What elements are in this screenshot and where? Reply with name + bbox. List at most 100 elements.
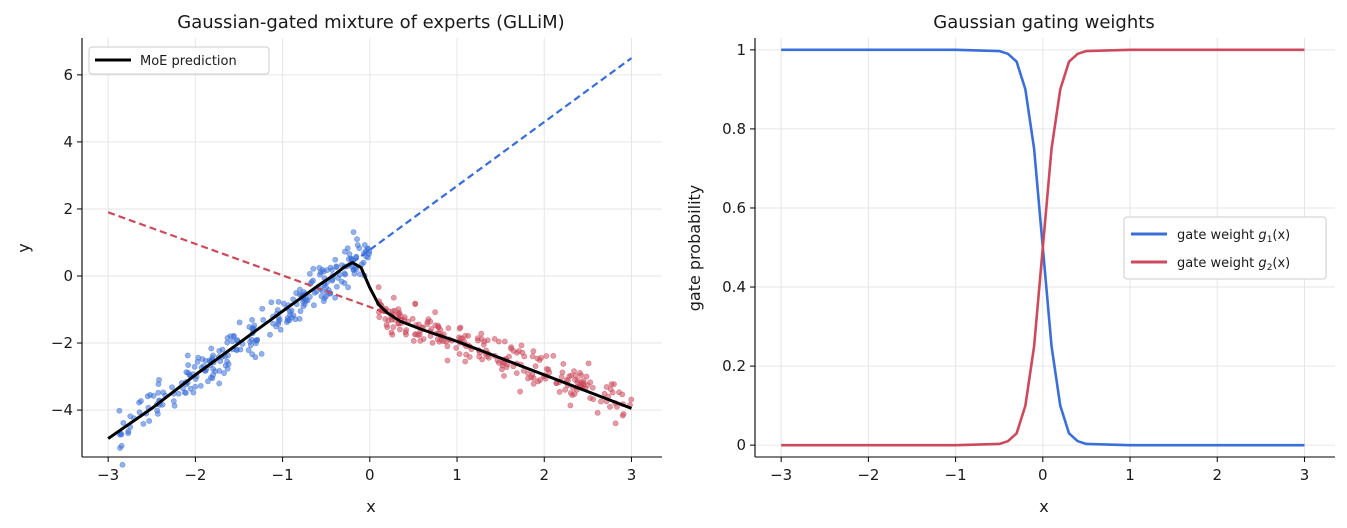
moe-scatter-point-expert2	[478, 330, 485, 337]
gating-y-tick-label: 0.2	[722, 357, 746, 375]
moe-scatter-point-expert2	[571, 391, 578, 397]
moe-scatter-point-expert1	[216, 380, 223, 387]
moe-scatter-point-expert1	[120, 419, 127, 426]
moe-scatter-point-expert2	[550, 352, 557, 359]
moe-scatter-point-expert2	[444, 357, 451, 364]
moe-scatter-point-expert1	[335, 275, 341, 281]
moe-scatter-point-expert1	[187, 385, 194, 392]
moe-scatter-point-expert2	[397, 326, 403, 333]
moe-scatter-point-expert1	[219, 346, 226, 353]
moe-scatter-point-expert2	[499, 366, 505, 373]
moe-scatter-point-expert2	[517, 388, 524, 395]
moe-scatter-point-expert1	[230, 333, 237, 340]
gating-x-tick-label: −1	[945, 466, 967, 484]
moe-scatter-point-expert1	[210, 352, 216, 359]
moe-scatter-point-expert1	[248, 336, 255, 343]
moe-scatter-point-expert2	[536, 357, 543, 363]
panel-moe: Gaussian-gated mixture of experts (GLLiM…	[14, 12, 662, 516]
moe-scatter-point-expert1	[229, 338, 236, 345]
moe-scatter-point-expert1	[150, 392, 157, 399]
moe-scatter-point-expert2	[530, 380, 537, 387]
moe-scatter-point-expert2	[560, 360, 567, 367]
gating-y-tick-label: 0.8	[722, 120, 746, 138]
moe-x-tick-label: −1	[272, 466, 294, 484]
moe-scatter-point-expert2	[532, 363, 539, 370]
moe-scatter-point-expert2	[465, 332, 472, 339]
moe-x-tick-label: 1	[452, 466, 462, 484]
moe-scatter-point-expert1	[270, 320, 277, 327]
moe-scatter-point-expert2	[432, 309, 439, 316]
moe-scatter-point-expert1	[332, 294, 338, 301]
moe-scatter-point-expert1	[185, 362, 192, 368]
moe-y-axis-label: y	[14, 243, 33, 252]
moe-scatter-point-expert1	[332, 256, 339, 263]
moe-scatter-point-expert1	[342, 271, 349, 278]
moe-scatter-point-expert1	[333, 263, 340, 270]
moe-scatter-point-expert2	[577, 370, 583, 376]
moe-scatter-point-expert2	[558, 374, 565, 381]
moe-scatter-point-expert1	[155, 389, 162, 396]
moe-scatter-point-expert2	[513, 349, 520, 356]
moe-scatter-point-expert2	[383, 321, 390, 328]
moe-scatter-point-expert2	[513, 370, 520, 376]
moe-scatter-point-expert2	[412, 331, 418, 338]
gating-legend-label-g2: gate weight g2(x)	[1177, 256, 1290, 273]
moe-scatter-point-expert2	[525, 375, 531, 382]
moe-scatter-point-expert1	[267, 331, 273, 338]
gating-y-axis-label: gate probability	[685, 185, 704, 312]
moe-y-tick-label: 4	[63, 133, 73, 151]
moe-scatter-point-expert2	[530, 348, 537, 355]
moe-x-tick-label: 3	[627, 466, 637, 484]
moe-scatter-point-expert2	[571, 368, 577, 375]
gating-legend-box	[1123, 216, 1327, 280]
moe-scatter-point-expert2	[456, 351, 463, 357]
moe-scatter-point-expert1	[224, 339, 231, 346]
moe-x-tick-label: −2	[184, 466, 206, 484]
moe-scatter-point-expert2	[429, 339, 436, 346]
moe-scatter-point-expert1	[275, 298, 282, 305]
moe-scatter-point-expert2	[503, 364, 510, 371]
moe-scatter-point-expert1	[245, 347, 252, 354]
moe-scatter-point-expert2	[562, 386, 569, 393]
moe-scatter-point-expert1	[304, 297, 311, 304]
moe-x-axis-label: x	[366, 497, 375, 516]
gating-legend: gate weight g1(x) gate weight g2(x)	[1123, 216, 1327, 280]
moe-scatter-point-expert2	[495, 338, 502, 345]
moe-scatter-point-expert2	[574, 377, 581, 384]
moe-scatter-point-expert1	[268, 299, 275, 306]
moe-scatter-point-expert1	[249, 316, 256, 323]
moe-scatter-point-expert1	[191, 363, 198, 370]
moe-scatter-point-expert1	[296, 315, 303, 322]
moe-scatter-point-expert1	[344, 245, 351, 252]
moe-legend: MoE prediction	[88, 46, 270, 75]
moe-scatter-point-expert2	[375, 284, 382, 291]
moe-scatter-point-expert2	[518, 342, 525, 349]
moe-scatter-point-expert2	[485, 354, 492, 361]
moe-y-tick-label: −4	[51, 401, 73, 419]
moe-y-tick-label: 2	[63, 200, 73, 218]
moe-scatter-point-expert2	[611, 381, 617, 388]
moe-scatter-point-expert1	[205, 378, 211, 385]
moe-scatter-point-expert1	[254, 336, 261, 343]
moe-scatter-point-expert2	[585, 360, 592, 367]
moe-scatter-point-expert2	[435, 322, 441, 329]
moe-expert1-dashed-line	[107, 211, 406, 321]
moe-scatter-point-expert2	[537, 377, 543, 383]
moe-scatter-point-expert2	[457, 324, 464, 331]
moe-scatter-point-expert2	[529, 353, 536, 360]
moe-scatter-point-expert1	[318, 293, 325, 300]
gating-x-tick-label: 2	[1212, 466, 1222, 484]
gating-x-axis-label: x	[1039, 497, 1048, 516]
moe-scatter-point-expert1	[246, 324, 253, 330]
moe-scatter-point-expert1	[356, 245, 363, 252]
moe-scatter-point-expert1	[350, 229, 357, 236]
gating-x-tick-label: −3	[770, 466, 792, 484]
moe-scatter-point-expert1	[116, 407, 123, 414]
moe-scatter-point-expert1	[182, 390, 189, 396]
moe-scatter-point-expert2	[607, 403, 613, 410]
moe-scatter-point-expert2	[434, 336, 441, 343]
moe-scatter-point-expert1	[197, 382, 204, 389]
moe-scatter-point-expert2	[556, 389, 563, 395]
moe-scatter-point-expert1	[286, 308, 293, 315]
moe-scatter-point-expert1	[186, 371, 193, 378]
